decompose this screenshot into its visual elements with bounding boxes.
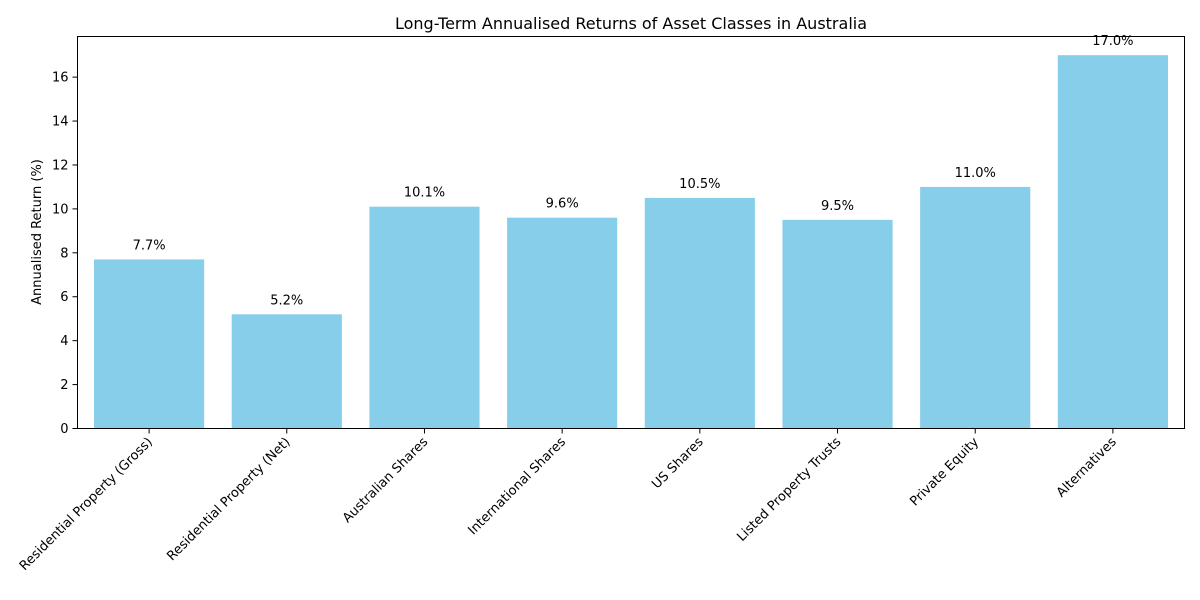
bars-group	[94, 55, 1168, 429]
y-tick-label: 2	[60, 378, 68, 393]
x-axis: Residential Property (Gross) Residential …	[17, 428, 1120, 574]
x-tick-label: Private Equity	[907, 435, 982, 510]
bar	[1057, 55, 1168, 429]
x-tick-label: International Shares	[465, 435, 569, 539]
bar	[231, 314, 342, 429]
data-labels-group: 7.7% 5.2% 10.1% 9.6% 10.5% 9.5% 11.0% 17.0%	[133, 34, 1134, 308]
bar	[94, 259, 205, 429]
y-axis: 0 2 4 6 8 10 12 14 16	[52, 71, 78, 437]
x-tick-label: Residential Property (Net)	[164, 435, 293, 564]
y-tick-label: 0	[60, 422, 68, 437]
x-tick-label: Alternatives	[1054, 435, 1120, 501]
y-axis-label: Annualised Return (%)	[30, 159, 45, 305]
bar	[782, 219, 893, 429]
y-tick-label: 14	[52, 115, 69, 130]
data-label: 17.0%	[1092, 34, 1133, 49]
data-label: 9.5%	[821, 199, 854, 214]
x-tick-label: Residential Property (Gross)	[17, 435, 156, 574]
bar	[369, 206, 480, 429]
y-tick-label: 6	[60, 290, 68, 305]
x-tick-label: US Shares	[649, 435, 707, 493]
x-tick-label: Listed Property Trusts	[734, 435, 844, 545]
y-tick-label: 8	[60, 246, 68, 261]
x-tick-label: Australian Shares	[340, 435, 431, 526]
data-label: 7.7%	[133, 238, 166, 253]
y-tick-label: 4	[60, 334, 68, 349]
bar	[644, 197, 755, 429]
bar	[920, 186, 1031, 429]
bar	[507, 217, 618, 429]
data-label: 5.2%	[270, 293, 303, 308]
y-tick-label: 10	[52, 202, 69, 217]
data-label: 11.0%	[955, 166, 996, 181]
chart-title: Long-Term Annualised Returns of Asset Cl…	[395, 14, 867, 33]
plot-frame	[77, 36, 1185, 429]
data-label: 10.5%	[679, 177, 720, 192]
data-label: 9.6%	[546, 197, 579, 212]
data-label: 10.1%	[404, 186, 445, 201]
y-tick-label: 12	[52, 158, 69, 173]
y-tick-label: 16	[52, 71, 69, 86]
